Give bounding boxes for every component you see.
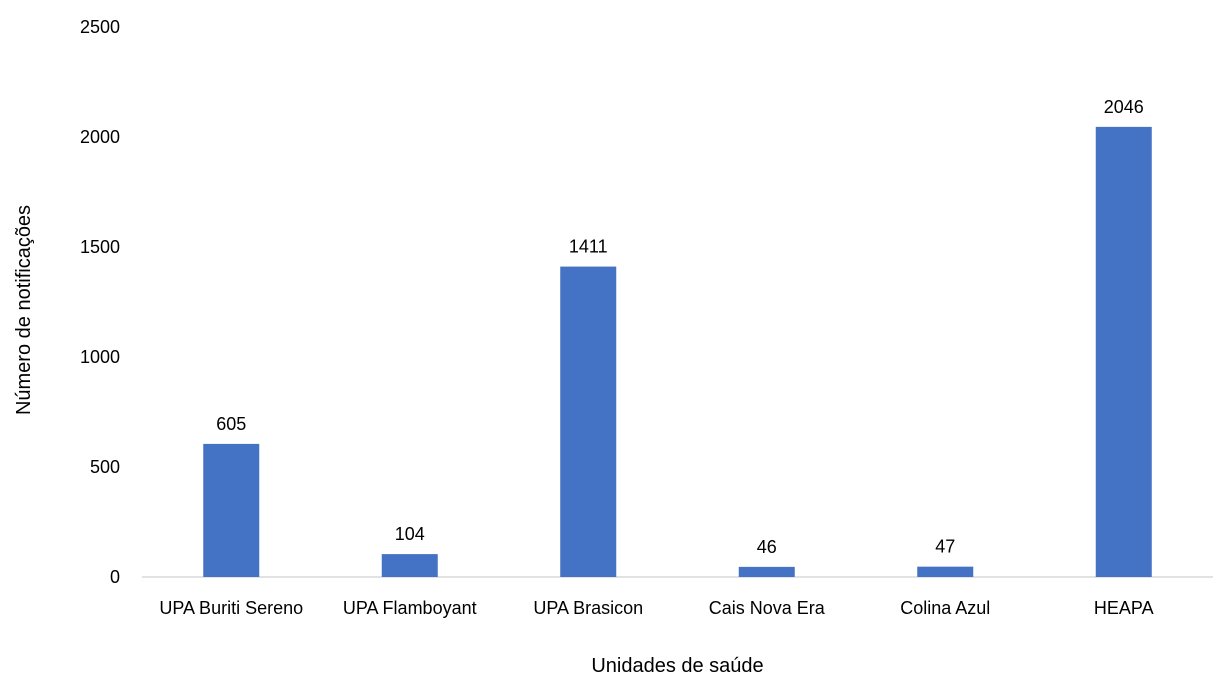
bar-value-label: 2046 xyxy=(1104,97,1144,117)
bars xyxy=(203,126,1152,577)
bar xyxy=(917,566,974,577)
y-tick-label: 500 xyxy=(90,457,120,477)
x-tick-label: HEAPA xyxy=(1094,598,1154,618)
bar-value-label: 605 xyxy=(216,414,246,434)
x-tick-label: Cais Nova Era xyxy=(709,598,826,618)
bar-value-label: 1411 xyxy=(569,237,608,257)
x-tick-label: UPA Flamboyant xyxy=(343,598,477,618)
bar xyxy=(560,266,617,577)
y-tick-label: 2500 xyxy=(80,17,120,37)
bar-value-label: 104 xyxy=(395,524,425,544)
x-axis-title: Unidades de saúde xyxy=(591,655,763,677)
x-axis-ticks: UPA Buriti Sereno UPA Flamboyant UPA Brasi… xyxy=(159,598,1153,618)
bar xyxy=(738,566,795,577)
x-tick-label: UPA Brasicon xyxy=(533,598,643,618)
data-labels: 605 104 1411 46 47 2046 xyxy=(216,97,1144,557)
x-tick-label: Colina Azul xyxy=(900,598,990,618)
bar-value-label: 46 xyxy=(757,537,777,557)
y-tick-label: 0 xyxy=(110,567,120,587)
bar xyxy=(203,443,260,577)
y-tick-label: 1500 xyxy=(80,237,120,257)
y-axis-title: Número de notificações xyxy=(13,205,35,415)
bar xyxy=(381,554,438,577)
y-tick-label: 1000 xyxy=(80,347,120,367)
bar xyxy=(1095,126,1152,577)
bar-value-label: 47 xyxy=(935,537,955,557)
x-tick-label: UPA Buriti Sereno xyxy=(159,598,303,618)
y-tick-label: 2000 xyxy=(80,127,120,147)
y-axis-ticks: 0 500 1000 1500 2000 2500 xyxy=(80,17,120,587)
